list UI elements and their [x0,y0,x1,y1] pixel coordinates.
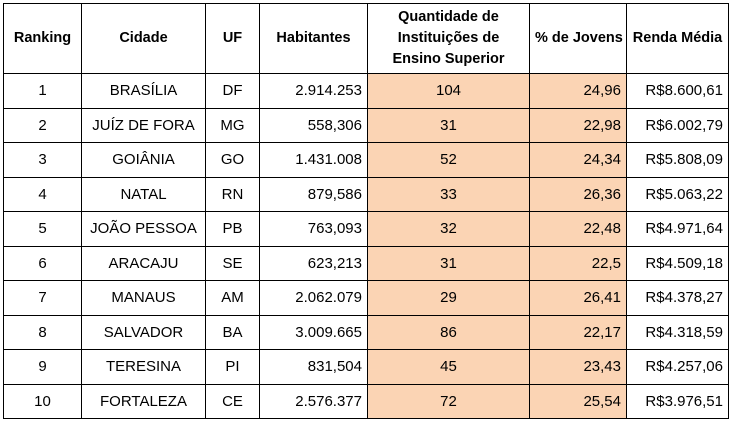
cell-jovens: 23,43 [529,349,627,385]
cell-renda: R$8.600,61 [626,73,729,109]
cell-instituicoes: 104 [367,73,530,109]
cell-habitantes: 3.009.665 [259,314,368,350]
cell-renda: R$4.378,27 [626,280,729,316]
cell-instituicoes: 31 [367,107,530,143]
cell-jovens: 22,98 [529,107,627,143]
table-row: 2 JUÍZ DE FORA MG 558,306 31 22,98 R$6.002,79 [3,107,729,143]
cell-renda: R$4.257,06 [626,349,729,385]
cell-ranking: 8 [3,314,82,350]
cell-ranking: 10 [3,383,82,419]
cell-cidade: GOIÂNIA [81,142,206,178]
table-row: 10 FORTALEZA CE 2.576.377 72 25,54 R$3.976,51 [3,383,729,419]
cell-uf: PB [205,211,260,247]
cell-instituicoes: 52 [367,142,530,178]
cell-renda: R$4.971,64 [626,211,729,247]
table-row: 7 MANAUS AM 2.062.079 29 26,41 R$4.378,27 [3,280,729,316]
cell-instituicoes: 86 [367,314,530,350]
cell-habitantes: 1.431.008 [259,142,368,178]
cell-jovens: 25,54 [529,383,627,419]
cell-cidade: MANAUS [81,280,206,316]
cell-habitantes: 2.914.253 [259,73,368,109]
cell-cidade: SALVADOR [81,314,206,350]
cell-habitantes: 763,093 [259,211,368,247]
cell-jovens: 24,34 [529,142,627,178]
cell-ranking: 5 [3,211,82,247]
header-jovens: % de Jovens [529,3,627,74]
cell-jovens: 22,48 [529,211,627,247]
cell-instituicoes: 72 [367,383,530,419]
table-row: 8 SALVADOR BA 3.009.665 86 22,17 R$4.318,59 [3,314,729,350]
cell-habitantes: 2.062.079 [259,280,368,316]
cell-instituicoes: 29 [367,280,530,316]
cell-instituicoes: 33 [367,176,530,212]
cell-ranking: 1 [3,73,82,109]
cell-uf: BA [205,314,260,350]
cell-uf: AM [205,280,260,316]
cell-renda: R$5.063,22 [626,176,729,212]
cell-habitantes: 558,306 [259,107,368,143]
cell-renda: R$6.002,79 [626,107,729,143]
header-cidade: Cidade [81,3,206,74]
header-ranking: Ranking [3,3,82,74]
cell-ranking: 4 [3,176,82,212]
cell-renda: R$4.509,18 [626,245,729,281]
table-row: 1 BRASÍLIA DF 2.914.253 104 24,96 R$8.600,61 [3,73,729,109]
cell-cidade: NATAL [81,176,206,212]
cell-instituicoes: 45 [367,349,530,385]
header-row: Ranking Cidade UF Habitantes Quantidade … [3,3,729,74]
cell-instituicoes: 32 [367,211,530,247]
header-renda: Renda Média [626,3,729,74]
cell-cidade: JOÃO PESSOA [81,211,206,247]
cell-jovens: 26,41 [529,280,627,316]
cell-uf: CE [205,383,260,419]
cell-habitantes: 831,504 [259,349,368,385]
cell-renda: R$3.976,51 [626,383,729,419]
cell-renda: R$4.318,59 [626,314,729,350]
cell-cidade: TERESINA [81,349,206,385]
table-row: 9 TERESINA PI 831,504 45 23,43 R$4.257,06 [3,349,729,385]
cell-cidade: FORTALEZA [81,383,206,419]
cell-uf: SE [205,245,260,281]
table-row: 5 JOÃO PESSOA PB 763,093 32 22,48 R$4.971,64 [3,211,729,247]
cell-ranking: 2 [3,107,82,143]
cell-habitantes: 2.576.377 [259,383,368,419]
cell-ranking: 6 [3,245,82,281]
cell-habitantes: 623,213 [259,245,368,281]
cell-uf: RN [205,176,260,212]
cell-uf: PI [205,349,260,385]
cell-cidade: JUÍZ DE FORA [81,107,206,143]
cell-jovens: 22,17 [529,314,627,350]
header-uf: UF [205,3,260,74]
cell-instituicoes: 31 [367,245,530,281]
table-body: 1 BRASÍLIA DF 2.914.253 104 24,96 R$8.600,61 2 J… [3,73,729,419]
cell-renda: R$5.808,09 [626,142,729,178]
cell-habitantes: 879,586 [259,176,368,212]
ranking-table: Ranking Cidade UF Habitantes Quantidade … [3,3,729,419]
cell-jovens: 24,96 [529,73,627,109]
table-row: 3 GOIÂNIA GO 1.431.008 52 24,34 R$5.808,09 [3,142,729,178]
cell-ranking: 3 [3,142,82,178]
cell-uf: DF [205,73,260,109]
table-row: 6 ARACAJU SE 623,213 31 22,5 R$4.509,18 [3,245,729,281]
header-instituicoes: Quantidade de Instituições de Ensino Sup… [367,3,530,74]
cell-ranking: 9 [3,349,82,385]
cell-cidade: BRASÍLIA [81,73,206,109]
cell-uf: GO [205,142,260,178]
cell-jovens: 26,36 [529,176,627,212]
cell-uf: MG [205,107,260,143]
header-habitantes: Habitantes [259,3,368,74]
table-row: 4 NATAL RN 879,586 33 26,36 R$5.063,22 [3,176,729,212]
cell-cidade: ARACAJU [81,245,206,281]
cell-jovens: 22,5 [529,245,627,281]
cell-ranking: 7 [3,280,82,316]
